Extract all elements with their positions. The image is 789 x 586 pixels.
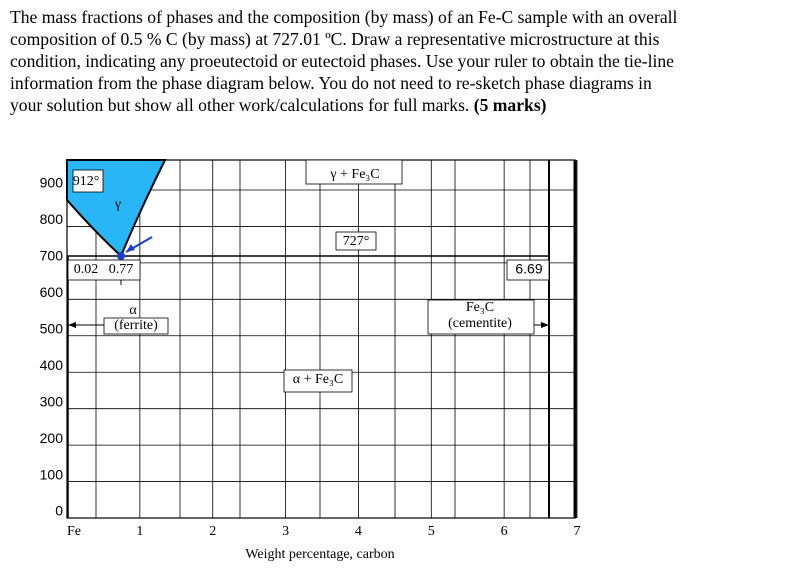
x-tick-label: 3 [282, 524, 289, 539]
question-line: information from the phase diagram below… [10, 73, 652, 93]
x-tick-label: 4 [355, 524, 362, 539]
label: 0.02 [74, 262, 99, 277]
question-text: your solution but show all other work/ca… [10, 95, 470, 115]
question-line: your solution but show all other work/ca… [10, 94, 677, 116]
question-line: The mass fractions of phases and the com… [10, 7, 678, 27]
y-tick-label: 700 [40, 248, 64, 264]
plot-frame [66, 159, 576, 519]
label: (ferrite) [114, 318, 158, 333]
label: γ [114, 197, 121, 212]
label: 6.69 [515, 261, 542, 277]
y-tick-label: 400 [40, 357, 64, 373]
x-tick-label: 5 [428, 524, 435, 539]
y-tick-label: 200 [40, 430, 64, 446]
plot: Weight percentage, carbon [66, 159, 577, 562]
label: γ + Fe₃C [329, 167, 379, 182]
question-line: composition of 0.5 % C (by mass) at 727.… [10, 29, 660, 49]
x-tick-label: 1 [136, 524, 143, 539]
arrowhead [126, 244, 135, 252]
label: 0.77 [109, 262, 134, 277]
label-box [506, 259, 550, 281]
arrowhead [541, 322, 549, 328]
y-tick-label: 900 [40, 175, 64, 191]
label: (cementite) [448, 316, 512, 331]
label: Fe₃C [466, 300, 494, 315]
label: 912° [73, 174, 100, 189]
eutectoid-point [117, 252, 125, 260]
y-tick-label: 600 [40, 284, 64, 300]
label-box [103, 317, 169, 335]
marks: (5 marks) [473, 95, 547, 115]
x-tick-label: 2 [209, 524, 216, 539]
y-tick-label: 300 [40, 393, 64, 409]
label-box [427, 299, 535, 335]
x-tick-label: Fe [67, 524, 81, 539]
label: α [129, 303, 137, 318]
y-tick-label: 800 [40, 211, 64, 227]
label-box [335, 231, 377, 251]
y-tick-label: 100 [40, 466, 64, 482]
label: 727° [343, 234, 370, 249]
question: The mass fractions of phases and the com… [10, 6, 677, 116]
label-box [283, 369, 353, 393]
arrowhead [68, 322, 76, 328]
label-box [72, 169, 104, 193]
x-axis-label: Weight percentage, carbon [245, 547, 394, 562]
y-tick-label: 500 [40, 320, 64, 336]
x-tick-label: 7 [574, 524, 581, 539]
x-tick-label: 6 [501, 524, 508, 539]
label: α + Fe₃C [293, 372, 343, 387]
question-line: condition, indicating any proeutectoid o… [10, 51, 674, 71]
label-box [305, 159, 403, 185]
y-tick-label: 0 [55, 503, 63, 519]
label-box [67, 259, 141, 281]
